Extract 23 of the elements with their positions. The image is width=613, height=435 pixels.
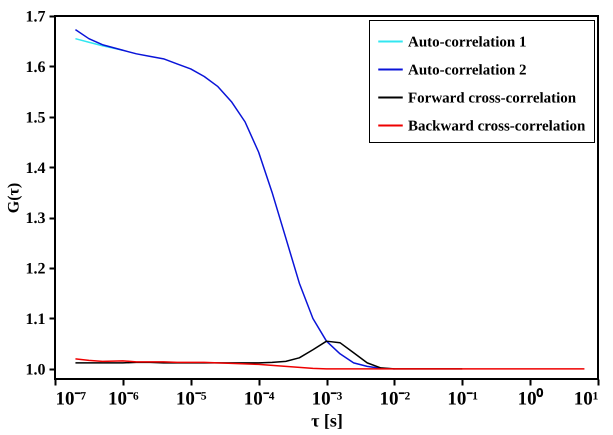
y-tick-label: 1.0: [26, 361, 46, 378]
x-tick-label: 10⁻¹: [447, 388, 478, 410]
x-tick-label: 10⁻³: [312, 388, 343, 410]
x-axis-title: τ [s]: [311, 410, 343, 430]
y-tick-label: 1.6: [26, 58, 46, 76]
y-tick-label: 1.5: [26, 109, 46, 126]
legend-label: Auto-correlation 2: [408, 62, 526, 78]
x-tick-label: 10⁰: [518, 388, 544, 410]
y-tick-label: 1.2: [26, 260, 46, 278]
y-tick-label: 1.3: [26, 210, 46, 228]
x-tick-label: 10⁻⁵: [176, 388, 207, 410]
y-tick-label: 1.1: [26, 311, 46, 328]
legend-label: Backward cross-correlation: [408, 118, 586, 134]
x-tick-label: 10⁻²: [380, 388, 411, 410]
x-tick-label: 10⁻⁷: [56, 388, 86, 410]
legend-label: Forward cross-correlation: [408, 90, 577, 106]
y-tick-label: 1.7: [26, 8, 46, 26]
legend-label: Auto-correlation 1: [408, 34, 526, 50]
x-tick-label: 10⁻⁶: [108, 388, 140, 410]
y-axis-title: G(τ): [6, 182, 22, 214]
x-tick-label: 10⁻⁴: [244, 388, 275, 410]
x-tick-label: 10¹: [574, 388, 598, 410]
y-tick-label: 1.4: [26, 160, 46, 177]
